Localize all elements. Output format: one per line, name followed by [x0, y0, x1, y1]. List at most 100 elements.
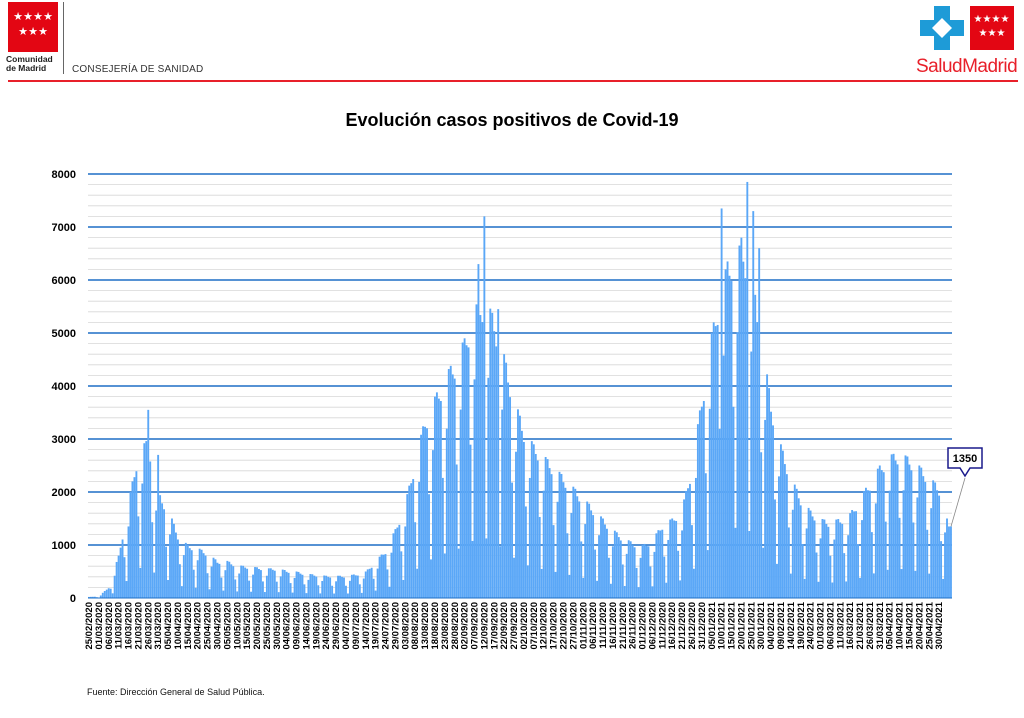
chart-bar [843, 553, 846, 598]
chart-bar [167, 579, 169, 598]
x-tick-label: 27/09/2020 [509, 602, 520, 650]
chart-bar [240, 565, 243, 598]
chart-bar [724, 269, 727, 598]
chart-bar [916, 497, 919, 598]
x-tick-label: 04/02/2021 [766, 601, 777, 649]
chart-bar [289, 583, 292, 598]
chart-bar [109, 588, 112, 598]
x-tick-label: 02/10/2020 [519, 602, 530, 650]
chart-bar [540, 568, 543, 598]
chart-bar [208, 589, 211, 598]
chart-bar [265, 575, 268, 598]
chart-bar [222, 590, 225, 598]
chart-bar [88, 596, 90, 598]
chart-bar [479, 315, 482, 598]
chart-bar [236, 591, 239, 598]
chart-bar [576, 496, 579, 598]
chart-bar [267, 568, 270, 598]
chart-bar [396, 527, 399, 598]
chart-bar [182, 555, 185, 598]
chart-bar [868, 490, 871, 598]
chart-bar [912, 522, 915, 598]
chart-bar [623, 586, 626, 598]
chart-bar [327, 576, 330, 598]
chart-bar [886, 569, 889, 598]
chart-bar [374, 590, 377, 598]
chart-bar [321, 580, 324, 598]
chart-bar [866, 490, 869, 598]
chart-bar [198, 548, 201, 598]
chart-bar [157, 454, 160, 598]
svg-text:★: ★ [992, 14, 1001, 25]
x-tick-label: 26/03/2020 [143, 602, 154, 650]
chart-bar [833, 539, 836, 598]
chart-bar [485, 538, 488, 598]
chart-bar [627, 540, 630, 598]
chart-bar [653, 551, 656, 598]
x-tick-label: 25/04/2021 [924, 601, 935, 649]
chart-title: Evolución casos positivos de Covid-19 [345, 110, 679, 130]
chart-bar [214, 559, 217, 598]
chart-bar [149, 461, 152, 598]
chart-bar [681, 530, 684, 598]
chart-bar [588, 503, 591, 598]
chart-bar [159, 495, 162, 598]
chart-bar [746, 181, 749, 598]
chart-bar [671, 518, 674, 598]
x-tick-label: 30/04/2021 [934, 601, 945, 649]
chart-bar [366, 569, 369, 598]
chart-bar [188, 548, 191, 598]
chart-bar [111, 593, 114, 598]
chart-bar [789, 573, 792, 598]
chart-bar [242, 565, 245, 598]
chart-bar [732, 406, 735, 598]
chart-bar [121, 539, 124, 598]
chart-bar [825, 523, 828, 598]
chart-bar [906, 456, 909, 598]
chart-bar [473, 379, 476, 598]
chart-bar [534, 453, 537, 598]
callout-label: 1350 [953, 453, 977, 465]
chart-bar [392, 533, 395, 598]
chart-bar [813, 520, 816, 598]
chart-bar [526, 565, 529, 598]
y-tick-label: 6000 [52, 275, 76, 287]
x-tick-label: 01/12/2020 [638, 602, 649, 650]
svg-text:★: ★ [979, 28, 988, 39]
chart-bar [781, 450, 784, 598]
chart-bar [683, 499, 685, 598]
chart-bar [200, 549, 203, 598]
chart-bar [728, 275, 731, 598]
chart-bar [928, 573, 931, 598]
chart-bar [376, 568, 379, 598]
chart-bar [305, 593, 308, 598]
chart-bar [722, 355, 725, 598]
chart-bar [234, 579, 237, 598]
chart-bar [370, 567, 373, 598]
chart-bar [675, 520, 678, 598]
chart-bar [556, 501, 559, 598]
x-tick-label: 21/03/2020 [133, 602, 144, 650]
chart-bar [669, 519, 672, 598]
x-tick-label: 21/11/2020 [618, 602, 629, 649]
x-tick-label: 10/04/2021 [895, 601, 906, 649]
chart-bar [461, 342, 464, 598]
chart-bar [147, 409, 150, 598]
chart-bar [511, 482, 513, 598]
callout-box [947, 447, 983, 478]
chart-bar [481, 322, 484, 598]
chart-bar [902, 490, 905, 598]
chart-bar [744, 278, 747, 598]
x-tick-label: 29/07/2020 [390, 602, 401, 650]
chart-bar [766, 374, 769, 598]
chart-bar [131, 481, 134, 598]
x-tick-label: 05/05/2020 [222, 602, 233, 650]
chart-bar [645, 545, 648, 598]
chart-bar [619, 540, 622, 598]
chart-bar [447, 369, 450, 598]
x-tick-label: 22/10/2020 [558, 602, 569, 650]
chart-bar [524, 506, 527, 598]
chart-bar [890, 454, 893, 598]
chart-bar [522, 441, 525, 598]
chart-bar [754, 294, 757, 598]
